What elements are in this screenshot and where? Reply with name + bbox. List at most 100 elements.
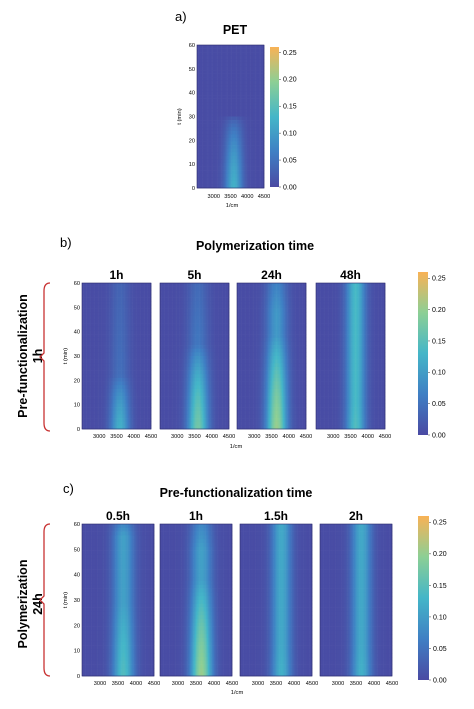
colorbar-tick-label: 0.10 [283, 131, 297, 138]
x-tick-label: 3000 [208, 194, 220, 200]
y-tick-label: 50 [189, 67, 195, 73]
row-label-top: Pre-functionalization [16, 294, 30, 418]
y-tick-label: 60 [189, 43, 195, 49]
y-axis-label: t (min) [63, 592, 69, 608]
x-tick-label: 4500 [386, 681, 398, 687]
x-tick-label: 4000 [241, 194, 253, 200]
y-tick-label: 40 [74, 573, 80, 579]
x-tick-label: 4000 [368, 681, 380, 687]
panel-1: a) PET t (min) 0 10 20 30 40 50 60 3000 3500 4000 450… [175, 9, 297, 209]
row-bracket [39, 523, 51, 677]
heatmap-1-1 [196, 44, 265, 189]
x-tick-label: 3500 [112, 681, 124, 687]
x-tick-label: 3000 [327, 434, 339, 440]
x-tick-label: 4000 [130, 681, 142, 687]
row-label-top: Polymerization [16, 560, 30, 649]
x-tick-label: 4500 [379, 434, 391, 440]
subplot-label: 5h [187, 268, 201, 282]
x-axis-label: 1/cm [226, 203, 239, 209]
y-tick-label: 50 [74, 305, 80, 311]
heatmap-3-2 [159, 523, 233, 677]
x-tick-label: 3000 [171, 434, 183, 440]
y-tick-label: 20 [74, 623, 80, 629]
subplot-label: 2h [349, 509, 363, 523]
heatmap-3-3 [239, 523, 313, 677]
heatmap-2-2 [159, 282, 230, 430]
colorbar-tick-label: 0.25 [433, 520, 447, 527]
colorbar-tick-label: 0.10 [433, 614, 447, 621]
x-axis-label: 1/cm [230, 444, 243, 450]
panel-title: Pre-functionalization time [160, 486, 313, 500]
x-tick-label: 3000 [93, 434, 105, 440]
y-tick-label: 30 [74, 598, 80, 604]
y-tick-label: 10 [74, 403, 80, 409]
x-tick-label: 3500 [270, 681, 282, 687]
heatmap-3-1 [81, 523, 155, 677]
y-tick-label: 20 [189, 138, 195, 144]
x-tick-label: 4500 [300, 434, 312, 440]
y-tick-label: 10 [189, 162, 195, 168]
panel-letter: b) [60, 235, 72, 250]
subplot-label: 24h [261, 268, 282, 282]
colorbar-tick-label: 0.15 [433, 583, 447, 590]
colorbar-tick-label: 0.05 [283, 157, 297, 164]
colorbar-tick-label: 0.25 [432, 276, 446, 283]
x-tick-label: 4500 [258, 194, 270, 200]
y-tick-label: 20 [74, 378, 80, 384]
x-tick-label: 3500 [224, 194, 236, 200]
x-tick-label: 3500 [190, 681, 202, 687]
colorbar-tick-label: 0.15 [432, 338, 446, 345]
colorbar-tick-label: 0.15 [283, 104, 297, 111]
colorbar-tick-label: 0.25 [283, 50, 297, 57]
subplot-label: 1.5h [264, 509, 288, 523]
panel-title: Polymerization time [196, 239, 314, 253]
colorbar-tick-label: 0.10 [432, 370, 446, 377]
y-tick-label: 60 [74, 281, 80, 287]
colorbar-tick-label: 0.20 [432, 307, 446, 314]
x-tick-label: 3500 [265, 434, 277, 440]
y-axis-label: t (min) [63, 348, 69, 364]
x-tick-label: 4000 [128, 434, 140, 440]
y-tick-label: 60 [74, 522, 80, 528]
panel-3: c) Pre-functionalization time Polymerizati… [16, 481, 447, 696]
x-tick-label: 3000 [248, 434, 260, 440]
heatmap-2-4 [315, 282, 386, 430]
x-tick-label: 3500 [188, 434, 200, 440]
x-tick-label: 4000 [362, 434, 374, 440]
x-tick-label: 4500 [226, 681, 238, 687]
y-tick-label: 40 [189, 91, 195, 97]
colorbar-tick-label: 0.20 [433, 551, 447, 558]
heatmap-2-3 [236, 282, 307, 430]
heatmap-2-1 [81, 282, 152, 430]
row-bracket [39, 282, 51, 432]
y-tick-label: 0 [77, 674, 80, 680]
colorbar-tick-label: 0.20 [283, 77, 297, 84]
colorbar-tick-label: 0.00 [432, 432, 446, 439]
x-tick-label: 3500 [110, 434, 122, 440]
y-tick-label: 0 [192, 186, 195, 192]
row-label-bottom: 1h [31, 349, 45, 364]
panel-title: PET [223, 23, 248, 37]
x-tick-label: 4500 [148, 681, 160, 687]
colorbar-tick-label: 0.00 [283, 184, 297, 191]
y-tick-label: 30 [74, 354, 80, 360]
panel-letter: a) [175, 9, 187, 24]
x-tick-label: 4000 [208, 681, 220, 687]
y-tick-label: 0 [77, 427, 80, 433]
subplot-label: 0.5h [106, 509, 130, 523]
colorbar [418, 272, 428, 435]
x-tick-label: 4000 [283, 434, 295, 440]
y-tick-label: 50 [74, 547, 80, 553]
heatmap-3-4 [319, 523, 393, 677]
x-tick-label: 4500 [306, 681, 318, 687]
y-tick-label: 10 [74, 649, 80, 655]
subplot-label: 1h [109, 268, 123, 282]
x-tick-label: 4000 [206, 434, 218, 440]
x-tick-label: 3000 [172, 681, 184, 687]
colorbar [418, 516, 429, 680]
x-tick-label: 4500 [145, 434, 157, 440]
y-tick-label: 40 [74, 330, 80, 336]
x-tick-label: 3500 [344, 434, 356, 440]
panel-letter: c) [63, 481, 74, 496]
